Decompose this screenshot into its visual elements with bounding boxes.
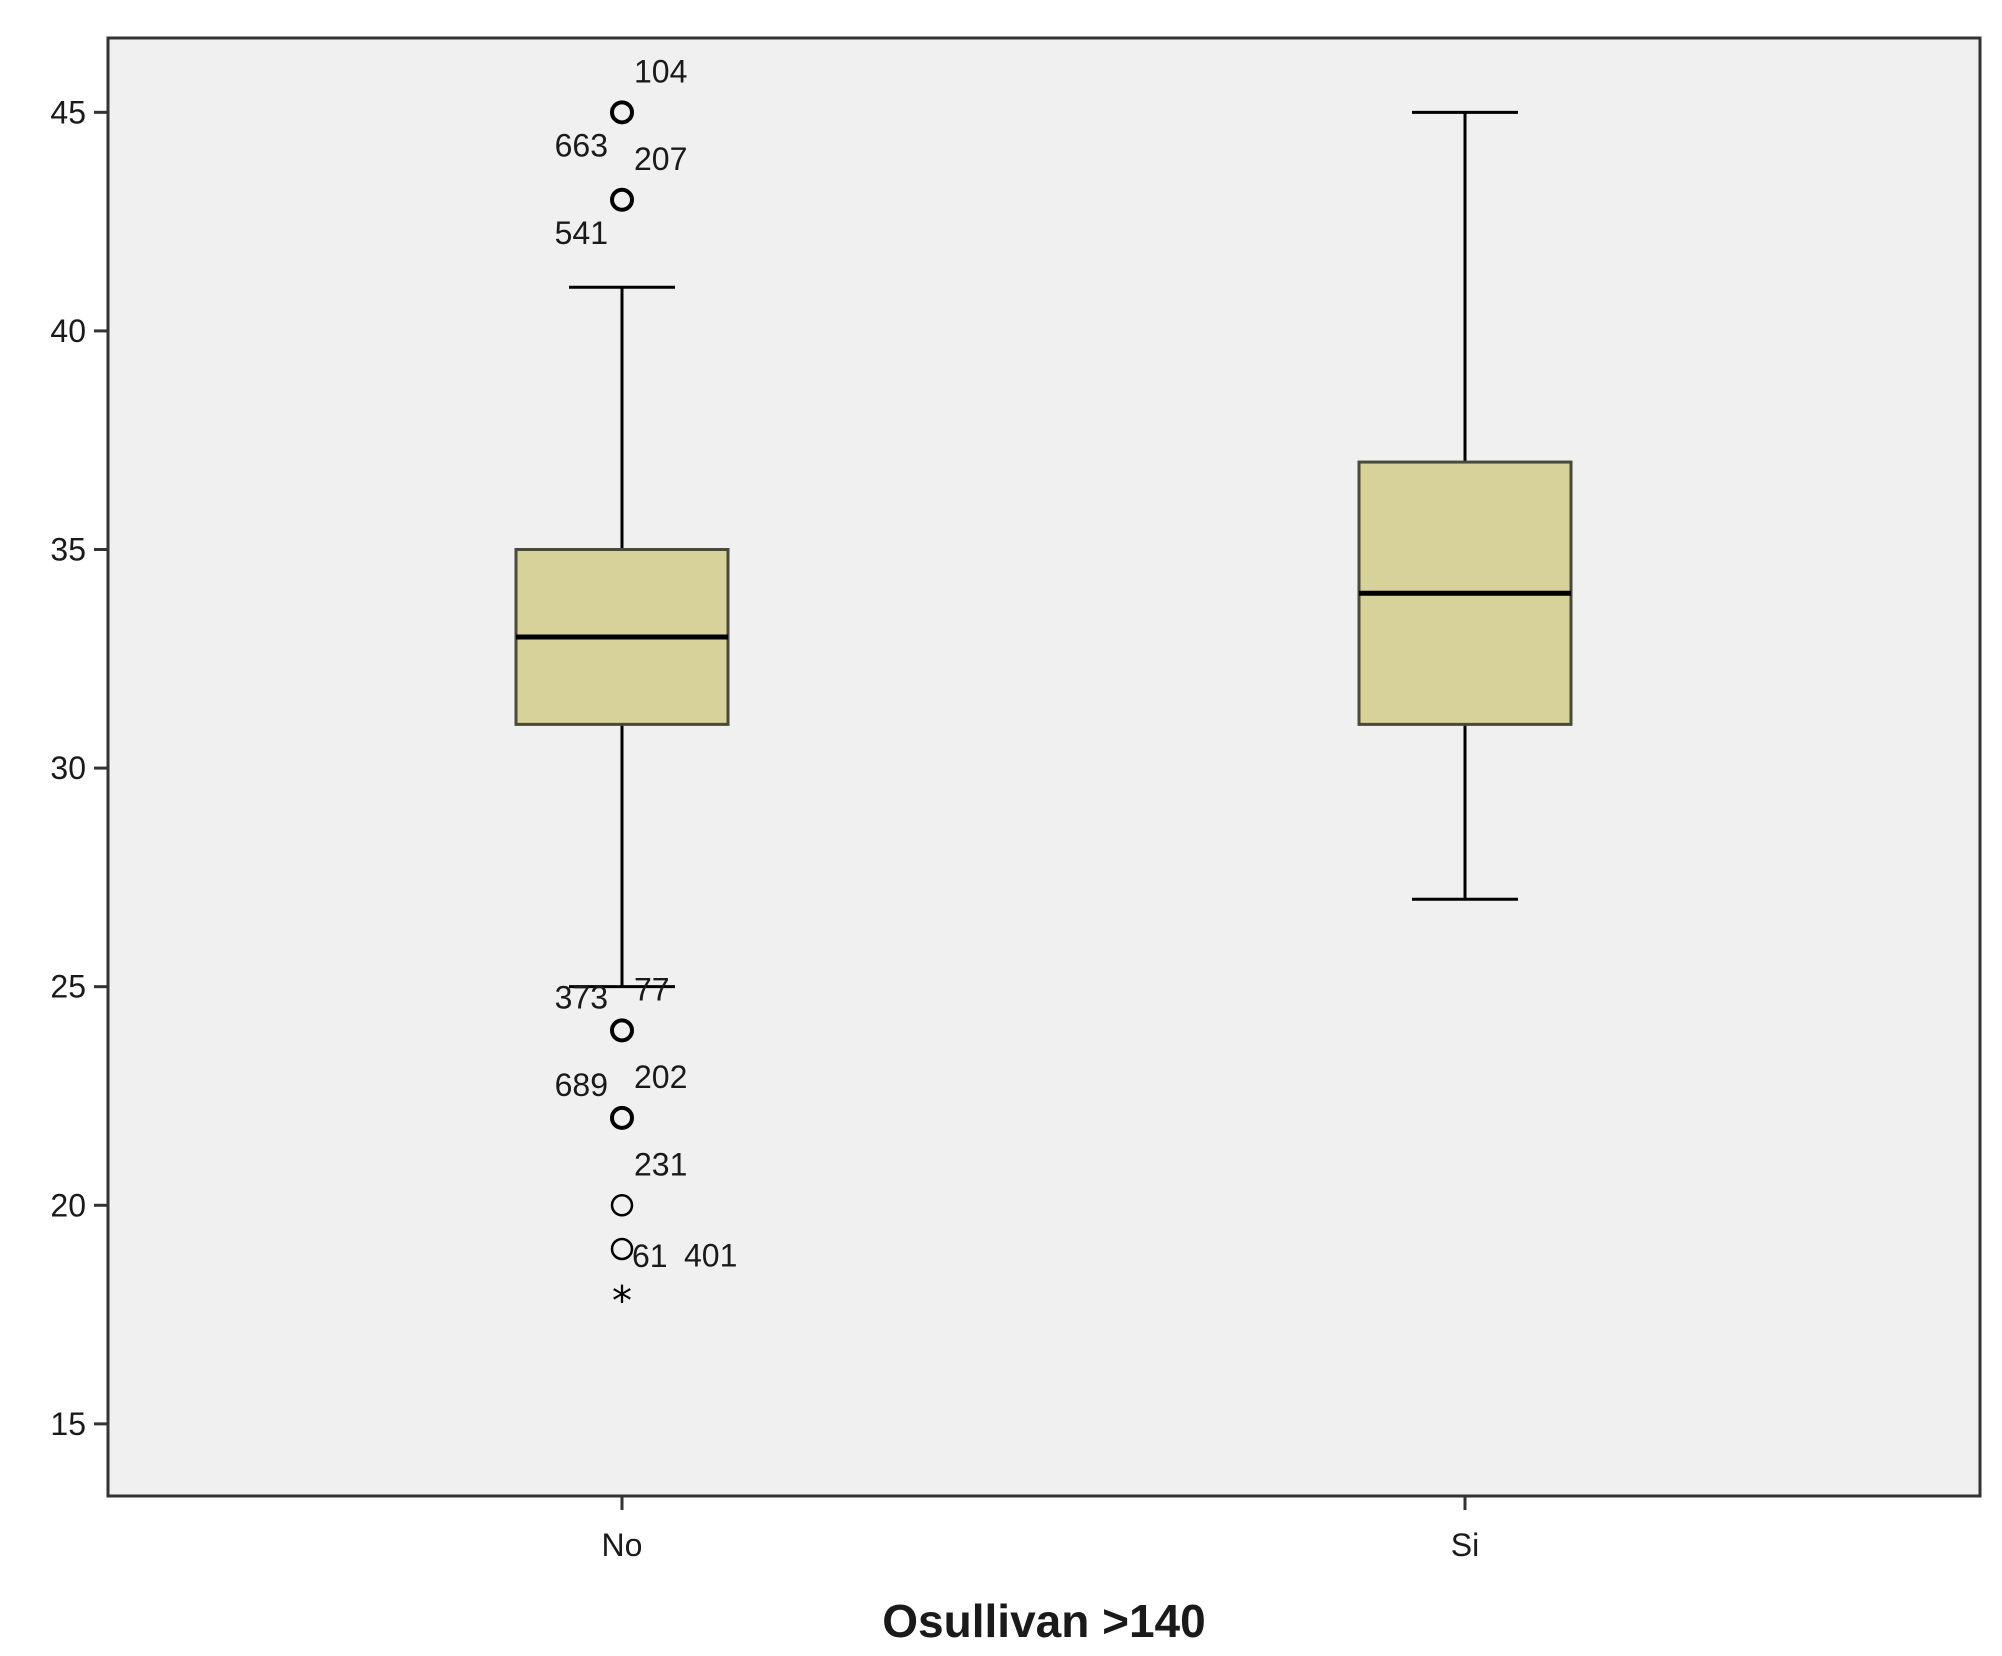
y-tick-label: 40: [50, 313, 86, 349]
outlier-case-label: 231: [634, 1146, 687, 1182]
outlier-case-label: 104: [634, 53, 687, 89]
outlier-case-label: 77: [634, 971, 670, 1007]
outlier-circle: [610, 187, 634, 212]
x-tick-label: Si: [1451, 1527, 1479, 1563]
outlier-case-label: 401: [684, 1238, 737, 1274]
outlier-circle: [610, 100, 634, 125]
outlier-case-label: 689: [555, 1067, 608, 1103]
outlier-case-label: 373: [555, 979, 608, 1015]
outlier-case-label: 202: [634, 1059, 687, 1095]
box-no: [514, 285, 730, 989]
outliers: 104 663 207 541 77 373 202 689 231 61* 401: [555, 53, 738, 1324]
y-tick-label: 30: [50, 750, 86, 786]
x-axis-title: Osullivan >140: [882, 1595, 1205, 1647]
outlier-circle: [610, 1105, 634, 1130]
outlier-circle: [610, 1018, 634, 1043]
y-tick-label: 15: [50, 1406, 86, 1442]
y-tick-label: 45: [50, 94, 86, 130]
x-tick-label: No: [602, 1527, 643, 1563]
outlier-circle: [610, 1237, 634, 1261]
y-tick-label: 35: [50, 532, 86, 568]
y-axis: 15 20 25 30 35 40 45: [50, 94, 108, 1442]
y-tick-label: 25: [50, 969, 86, 1005]
extreme-outlier-star: *: [612, 1279, 632, 1325]
plot-area: [106, 36, 1982, 1498]
x-axis: No Si: [602, 1496, 1479, 1563]
outlier-circle: [610, 1194, 634, 1217]
boxes: [514, 110, 1573, 989]
outlier-case-label: 663: [555, 127, 608, 163]
outlier-case-label: 61: [632, 1238, 668, 1274]
outlier-case-label: 207: [634, 141, 687, 177]
y-tick-label: 20: [50, 1187, 86, 1223]
box-si: [1357, 110, 1573, 901]
outlier-case-label: 541: [555, 215, 608, 251]
